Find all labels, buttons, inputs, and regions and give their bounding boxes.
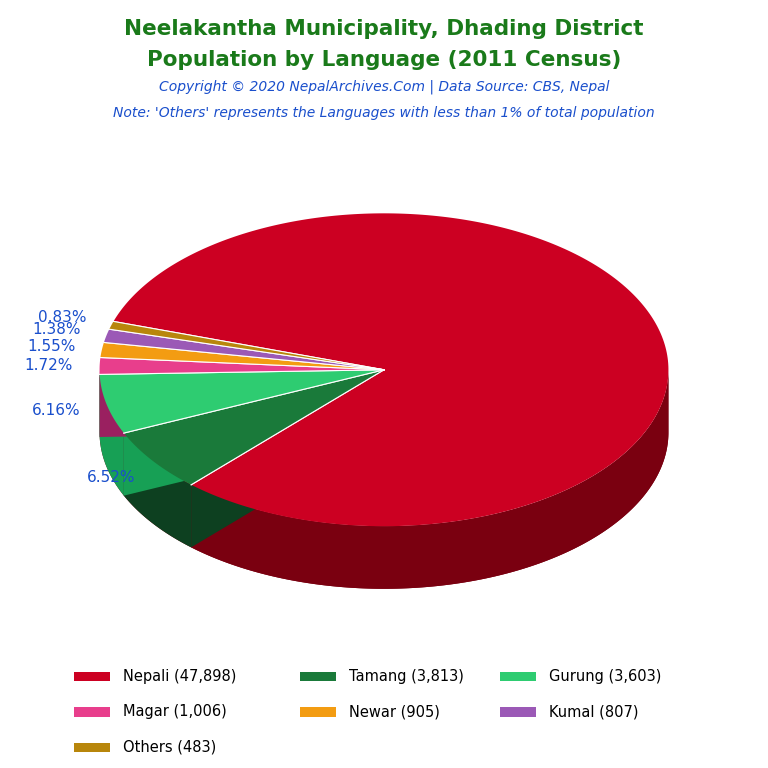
Text: Population by Language (2011 Census): Population by Language (2011 Census) [147,50,621,70]
Bar [300,707,336,717]
Text: 81.86%: 81.86% [150,356,208,372]
Bar [300,671,336,681]
Text: 1.72%: 1.72% [25,358,73,372]
Text: 0.83%: 0.83% [38,310,87,325]
Polygon shape [100,358,384,375]
Text: Tamang (3,813): Tamang (3,813) [349,669,463,684]
Text: 1.38%: 1.38% [32,323,81,337]
Polygon shape [124,369,384,495]
Text: Neelakantha Municipality, Dhading District: Neelakantha Municipality, Dhading Distri… [124,19,644,39]
Polygon shape [124,433,191,548]
Text: 6.16%: 6.16% [32,403,81,418]
Text: Gurung (3,603): Gurung (3,603) [548,669,661,684]
Polygon shape [100,369,668,589]
Text: Nepali (47,898): Nepali (47,898) [123,669,236,684]
Text: 1.55%: 1.55% [27,339,75,354]
Polygon shape [100,369,384,437]
Text: Copyright © 2020 NepalArchives.Com | Data Source: CBS, Nepal: Copyright © 2020 NepalArchives.Com | Dat… [159,80,609,94]
Polygon shape [109,322,384,369]
Polygon shape [100,375,124,495]
Polygon shape [100,369,384,433]
Bar [74,671,110,681]
Bar [74,743,110,753]
Polygon shape [191,369,384,548]
Polygon shape [124,369,384,485]
Text: Kumal (807): Kumal (807) [548,704,638,720]
Polygon shape [124,369,384,495]
Bar [500,671,535,681]
Polygon shape [191,369,384,548]
Text: 6.52%: 6.52% [87,470,135,485]
Polygon shape [114,214,668,526]
Polygon shape [104,329,384,369]
Text: Newar (905): Newar (905) [349,704,439,720]
Polygon shape [191,372,668,589]
Text: Others (483): Others (483) [123,740,216,755]
Text: Magar (1,006): Magar (1,006) [123,704,227,720]
Text: Note: 'Others' represents the Languages with less than 1% of total population: Note: 'Others' represents the Languages … [113,106,655,120]
Polygon shape [101,343,384,369]
Bar [500,707,535,717]
Bar [74,707,110,717]
Polygon shape [100,369,384,437]
